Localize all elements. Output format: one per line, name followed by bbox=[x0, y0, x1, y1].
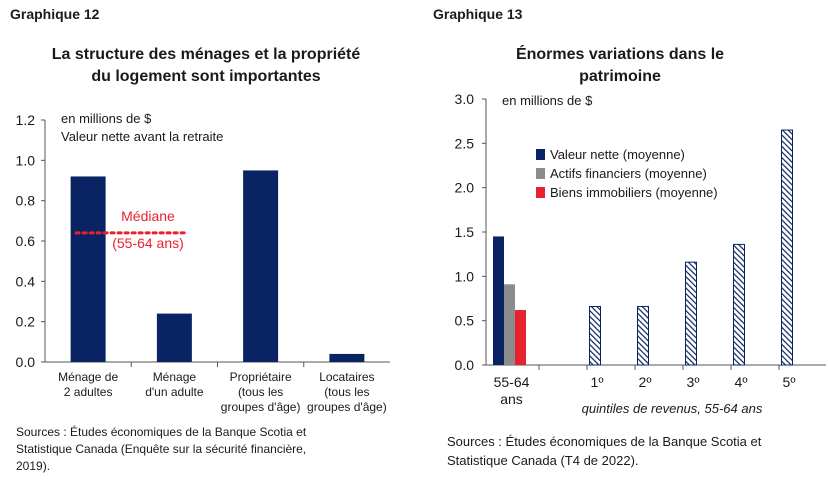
chart-12-subtitle: Valeur nette avant la retraite bbox=[61, 129, 224, 144]
chart-13-sources-line-1: Sources : Études économiques de la Banqu… bbox=[447, 434, 762, 449]
chart-12-x-tick-label: Ménage de bbox=[58, 370, 118, 384]
chart-12-y-tick-label: 0.8 bbox=[16, 193, 36, 209]
chart-13-title-line-1: Énormes variations dans le bbox=[515, 46, 725, 63]
chart-13-bar bbox=[515, 310, 526, 365]
chart-13-x-tick-label: 2º bbox=[639, 374, 652, 390]
chart-12-x-tick-label: (tous les bbox=[238, 385, 283, 399]
chart-12-median-label: Médiane bbox=[121, 208, 175, 224]
chart-13-y-tick-label: 3.0 bbox=[455, 91, 475, 107]
chart-13-sources: Sources : Études économiques de la Banqu… bbox=[447, 432, 827, 470]
chart-13-x-tick-label: 55-64 bbox=[494, 374, 530, 390]
chart-13-quintile-bar bbox=[637, 305, 649, 366]
chart-12-sources-line-3: 2019). bbox=[16, 459, 51, 473]
graph-13-label: Graphique 13 bbox=[433, 6, 523, 22]
chart-12-bar bbox=[243, 170, 279, 362]
chart-13-quintile-bar bbox=[733, 243, 745, 366]
chart-13-legend-label: Biens immobiliers (moyenne) bbox=[550, 185, 718, 200]
graph-12-label: Graphique 12 bbox=[10, 6, 100, 22]
chart-13-y-tick-label: 2.0 bbox=[455, 180, 475, 196]
chart-13-x-tick-label: 4º bbox=[735, 374, 748, 390]
chart-13-unit: en millions de $ bbox=[502, 93, 593, 108]
chart-12-title-line-1: La structure des ménages et la propriété bbox=[51, 46, 361, 63]
chart-13-legend-label: Actifs financiers (moyenne) bbox=[550, 166, 707, 181]
chart-12-y-tick-label: 0.0 bbox=[16, 354, 36, 370]
chart-13-quintile-bar bbox=[685, 261, 697, 366]
chart-13-quintile-bar bbox=[781, 129, 793, 366]
chart-13-legend-swatch bbox=[536, 187, 545, 198]
chart-12-x-tick-label: Propriétaire bbox=[230, 370, 292, 384]
chart-13-sources-line-2: Statistique Canada (T4 de 2022). bbox=[447, 453, 639, 468]
chart-12-x-tick-label: Ménage bbox=[153, 370, 197, 384]
chart-12-y-tick-label: 1.0 bbox=[16, 152, 36, 168]
chart-13-legend-swatch bbox=[536, 168, 545, 179]
chart-12-note: en millions de $ Valeur nette avant la r… bbox=[61, 110, 223, 146]
chart-13-y-tick-label: 0.5 bbox=[455, 313, 475, 329]
chart-12-x-tick-label: Locataires bbox=[319, 370, 374, 384]
chart-12-sources: Sources : Études économiques de la Banqu… bbox=[16, 424, 406, 475]
chart-13-quintile-bar bbox=[589, 305, 601, 366]
chart-13-y-tick-label: 2.5 bbox=[455, 135, 475, 151]
chart-13-x-tick-label: ans bbox=[500, 391, 523, 407]
chart-12-bar bbox=[329, 353, 365, 362]
chart-12-title-line-2: du logement sont importantes bbox=[91, 68, 321, 85]
chart-13-y-tick-label: 1.0 bbox=[455, 268, 475, 284]
chart-13-x-tick-label: 5º bbox=[783, 374, 796, 390]
chart-12: 0.0 0.2 0.4 0.6 0.8 1.0 1.2 Ménage de2 adultes M… bbox=[16, 112, 390, 414]
chart-12-y-tick-label: 0.4 bbox=[16, 273, 36, 289]
chart-13-title: Énormes variations dans le patrimoine bbox=[470, 44, 770, 88]
chart-13-y-tick-label: 0.0 bbox=[455, 357, 475, 373]
chart-13-title-line-2: patrimoine bbox=[579, 68, 661, 85]
chart-12-title: La structure des ménages et la propriété… bbox=[10, 44, 402, 88]
chart-12-sources-line-1: Sources : Études économiques de la Banqu… bbox=[16, 425, 307, 439]
chart-13-bar bbox=[504, 284, 515, 365]
chart-12-x-tick-label: d'un adulte bbox=[145, 385, 204, 399]
chart-12-median-label: (55-64 ans) bbox=[112, 235, 184, 251]
chart-12-x-tick-label: 2 adultes bbox=[64, 385, 113, 399]
chart-12-bar bbox=[70, 176, 106, 362]
chart-12-bar bbox=[156, 313, 192, 362]
chart-12-x-tick-label: groupes d'âge) bbox=[307, 400, 387, 414]
chart-12-y-tick-label: 0.6 bbox=[16, 233, 36, 249]
chart-13-x-axis-label: quintiles de revenus, 55-64 ans bbox=[582, 401, 763, 416]
chart-12-x-tick-label: (tous les bbox=[324, 385, 369, 399]
chart-12-x-tick-label: groupes d'âge) bbox=[221, 400, 301, 414]
chart-13-bar bbox=[493, 236, 504, 365]
chart-13-x-tick-label: 3º bbox=[687, 374, 700, 390]
chart-12-sources-line-2: Statistique Canada (Enquête sur la sécur… bbox=[16, 442, 307, 456]
chart-13-legend-swatch bbox=[536, 149, 545, 160]
chart-12-y-tick-label: 0.2 bbox=[16, 314, 36, 330]
chart-13-legend-label: Valeur nette (moyenne) bbox=[550, 147, 685, 162]
chart-13-y-tick-label: 1.5 bbox=[455, 224, 475, 240]
chart-12-y-tick-label: 1.2 bbox=[16, 112, 36, 128]
chart-12-unit: en millions de $ bbox=[61, 111, 152, 126]
chart-13-x-tick-label: 1º bbox=[591, 374, 604, 390]
